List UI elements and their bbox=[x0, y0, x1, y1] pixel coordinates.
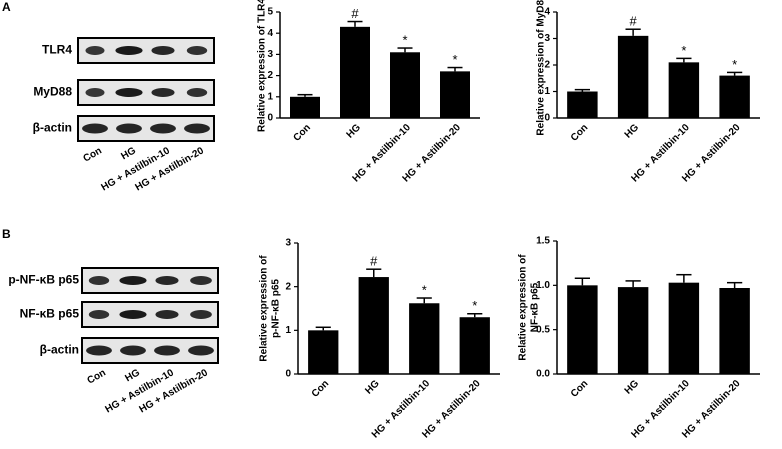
blot-band bbox=[186, 88, 208, 97]
bar bbox=[390, 52, 420, 118]
x-tick-label: HG bbox=[345, 122, 364, 141]
blot-row-label: NF-κB p65 bbox=[20, 307, 80, 321]
blot-band bbox=[88, 310, 110, 319]
blot-band bbox=[155, 310, 179, 319]
blot-band bbox=[151, 46, 175, 55]
blot-band bbox=[184, 123, 210, 134]
significance-mark: * bbox=[732, 57, 737, 72]
y-tick-label: 1 bbox=[544, 86, 550, 97]
blot-band bbox=[151, 88, 175, 97]
lane-label: HG bbox=[119, 145, 138, 162]
x-tick-label: Con bbox=[569, 378, 591, 400]
blot-row-label: β-actin bbox=[33, 121, 72, 135]
lane-label: Con bbox=[81, 145, 103, 164]
bar bbox=[567, 285, 598, 374]
y-axis-label: p-NF-κB p65 bbox=[271, 279, 282, 338]
bar bbox=[440, 71, 470, 118]
blot-band bbox=[190, 310, 212, 319]
y-tick-label: 1.0 bbox=[536, 280, 550, 291]
bar bbox=[308, 330, 339, 374]
blot-row-label: TLR4 bbox=[42, 43, 72, 57]
bar bbox=[358, 277, 389, 374]
y-tick-label: 2 bbox=[544, 60, 550, 71]
y-tick-label: 1 bbox=[267, 91, 273, 102]
y-tick-label: 2 bbox=[267, 70, 273, 81]
y-tick-label: 3 bbox=[267, 49, 273, 60]
blot-band bbox=[86, 345, 112, 356]
blot-band bbox=[82, 123, 108, 134]
y-tick-label: 5 bbox=[267, 7, 273, 18]
significance-mark: * bbox=[422, 282, 427, 297]
significance-mark: * bbox=[402, 32, 407, 47]
lane-label: Con bbox=[85, 367, 107, 386]
panel-label: B bbox=[2, 227, 11, 241]
y-tick-label: 3 bbox=[285, 238, 291, 249]
y-axis-label: Relative expression of bbox=[259, 255, 270, 362]
x-tick-label: Con bbox=[310, 378, 332, 400]
blot-band bbox=[88, 276, 110, 285]
bar bbox=[668, 282, 700, 374]
y-tick-label: 0 bbox=[267, 113, 273, 124]
y-tick-label: 0.0 bbox=[536, 369, 550, 380]
y-axis-label: NF-κB p65 bbox=[530, 282, 541, 332]
bar bbox=[409, 303, 440, 374]
y-axis-label: Relative expression of TLR4 bbox=[257, 0, 268, 132]
x-tick-label: HG bbox=[623, 122, 642, 141]
bar bbox=[617, 287, 649, 374]
significance-mark: # bbox=[630, 14, 638, 29]
bar bbox=[567, 91, 598, 118]
blot-band bbox=[115, 88, 143, 97]
y-axis-label: Relative expression of MyD88 bbox=[536, 0, 547, 136]
bar bbox=[459, 317, 490, 374]
significance-mark: * bbox=[452, 52, 457, 67]
lane-label: HG bbox=[123, 367, 142, 384]
blot-band bbox=[186, 46, 208, 55]
blot-band bbox=[119, 276, 147, 285]
y-tick-label: 0 bbox=[544, 113, 550, 124]
bar bbox=[340, 26, 370, 119]
y-tick-label: 0.5 bbox=[536, 324, 550, 335]
y-tick-label: 1.5 bbox=[536, 236, 550, 247]
blot-band bbox=[119, 310, 147, 319]
blot-band bbox=[154, 345, 180, 356]
y-tick-label: 1 bbox=[285, 325, 291, 336]
x-tick-label: Con bbox=[569, 122, 591, 144]
bar bbox=[668, 62, 700, 118]
blot-band bbox=[188, 345, 214, 356]
bar bbox=[719, 287, 750, 374]
x-tick-label: HG bbox=[623, 378, 642, 397]
bar bbox=[617, 35, 649, 118]
blot-band bbox=[190, 276, 212, 285]
blot-band bbox=[150, 123, 176, 134]
y-tick-label: 4 bbox=[544, 7, 550, 18]
y-axis-label: Relative expression of bbox=[518, 254, 529, 361]
y-tick-label: 4 bbox=[267, 28, 273, 39]
blot-row-label: p-NF-κB p65 bbox=[8, 273, 79, 287]
y-tick-label: 2 bbox=[285, 281, 291, 292]
bar bbox=[719, 75, 750, 118]
significance-mark: * bbox=[472, 298, 477, 313]
blot-band bbox=[116, 123, 142, 134]
x-tick-label: Con bbox=[291, 122, 313, 144]
y-tick-label: 0 bbox=[285, 369, 291, 380]
blot-band bbox=[85, 46, 105, 55]
x-tick-label: HG bbox=[363, 378, 382, 397]
significance-mark: * bbox=[681, 43, 686, 58]
blot-band bbox=[155, 276, 179, 285]
blot-row-label: MyD88 bbox=[33, 85, 72, 99]
blot-band bbox=[115, 46, 143, 55]
blot-band bbox=[120, 345, 146, 356]
panel-label: A bbox=[2, 0, 11, 14]
blot-band bbox=[85, 88, 105, 97]
significance-mark: # bbox=[351, 6, 359, 21]
blot-row-label: β-actin bbox=[40, 343, 79, 357]
bar bbox=[290, 96, 320, 118]
significance-mark: # bbox=[370, 254, 378, 269]
y-tick-label: 3 bbox=[544, 33, 550, 44]
